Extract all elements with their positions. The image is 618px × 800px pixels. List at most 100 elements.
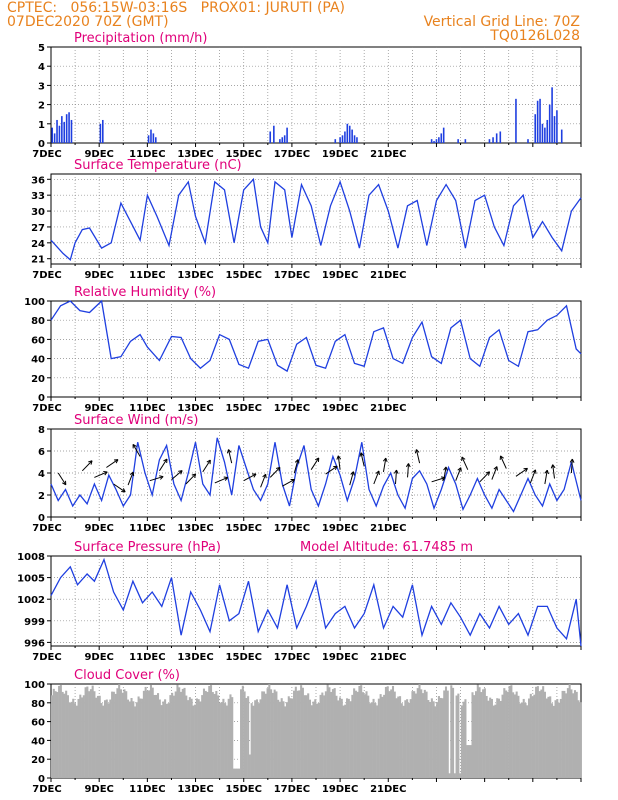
cloud-bar [104, 700, 107, 778]
cloud-bar [522, 698, 525, 778]
cloud-bar [144, 686, 147, 778]
cloud-bar [139, 698, 142, 778]
cloud-bar [369, 703, 372, 778]
precip-bar [551, 87, 553, 143]
cloud-bar [494, 704, 497, 778]
cloud-bar [307, 693, 310, 778]
cloud-bar [266, 688, 269, 778]
cloud-bar [172, 695, 175, 778]
wind-arrow-head [290, 478, 295, 484]
precip-bar [341, 135, 344, 143]
wind-arrow-head [532, 469, 537, 474]
cloud-bar [487, 700, 490, 778]
precip-bar [101, 119, 104, 143]
precip-bar [99, 123, 102, 143]
cloud-bar [547, 696, 550, 778]
cloud-bar [383, 694, 386, 778]
wind-arrow-shaft [293, 459, 299, 474]
precip-bar [527, 139, 529, 143]
wind-arrow-shaft [158, 458, 168, 472]
wind-arrow-head [414, 449, 420, 454]
cloud-bar [54, 691, 57, 778]
wind-arrow-shaft [431, 477, 446, 483]
cloud-bar [128, 701, 131, 778]
wind-arrow-shaft [106, 459, 119, 468]
wind-arrow-head [88, 460, 93, 465]
x-tick-label: 13DEC [177, 523, 213, 534]
cloud-bar [520, 702, 523, 778]
cloud-bar [460, 705, 463, 778]
cloud-bar [98, 695, 101, 778]
cloud-bar [135, 702, 138, 778]
wind-arrow-head [350, 471, 355, 476]
wind-arrow-shaft [479, 471, 490, 483]
cloud-bar [361, 692, 364, 778]
cloud-bar [119, 689, 122, 778]
precip-bar [515, 98, 517, 143]
cloud-bar [321, 692, 324, 778]
precip-bar [65, 114, 68, 143]
cloud-bar [347, 698, 350, 778]
cloud-bar [565, 693, 568, 778]
cloud-bar [381, 696, 384, 778]
cloud-bar [499, 700, 502, 778]
cloud-bar [561, 690, 564, 778]
cloud-bar [471, 692, 474, 778]
cloud-bar [287, 696, 290, 778]
cloud-bar [217, 695, 220, 778]
series-line [50, 557, 582, 647]
cloud-bar [192, 705, 195, 778]
cloud-bar [407, 702, 410, 778]
cloud-bar [176, 684, 179, 778]
precip-bar [495, 133, 498, 143]
cloud-bar [59, 685, 62, 778]
cloud-bar [538, 691, 541, 778]
precip-bar [492, 137, 494, 143]
cloud-bar [77, 698, 80, 778]
cloud-bar [225, 705, 228, 778]
y-tick-label: 0 [38, 139, 45, 150]
cloud-bar [393, 691, 396, 778]
cloud-bar [96, 695, 99, 778]
x-tick-label: 21DEC [370, 784, 406, 795]
cloud-bar [169, 695, 172, 778]
cloud-bar [109, 699, 112, 778]
cloud-bar [222, 698, 225, 778]
cloud-bar [141, 698, 144, 778]
cloud-bar [132, 701, 135, 778]
y-tick-label: 0 [38, 513, 45, 524]
x-tick-label: 19DEC [322, 652, 358, 663]
x-tick-label: 15DEC [226, 149, 262, 160]
y-tick-label: 80 [31, 316, 45, 327]
x-tick-label: 9DEC [84, 270, 113, 281]
x-tick-label: 15DEC [226, 270, 262, 281]
cloud-bar [575, 691, 578, 778]
cloud-bar [430, 698, 433, 778]
y-tick-label: 6 [38, 447, 45, 458]
wind-arrow-head [359, 452, 365, 457]
cloud-bar [270, 689, 273, 778]
wind-arrow-head [226, 449, 232, 454]
cloud-bar [572, 693, 575, 778]
cloud-bar [261, 691, 264, 778]
precip-bar [51, 127, 54, 143]
cloud-bar [277, 699, 280, 778]
cloud-bar [338, 697, 342, 778]
x-tick-label: 7DEC [32, 149, 61, 160]
cloud-bar [282, 701, 285, 778]
cloud-bar [370, 702, 373, 778]
y-tick-label: 21 [31, 255, 45, 266]
x-tick-label: 13DEC [177, 652, 213, 663]
y-tick-label: 60 [31, 718, 45, 729]
cloud-bar [416, 688, 419, 778]
wind-arrow-head [262, 473, 267, 479]
cloud-bar [524, 702, 527, 778]
cloud-bar [542, 686, 545, 778]
y-tick-label: 20 [31, 755, 45, 766]
x-tick-label: 11DEC [129, 523, 165, 534]
panel-title: Surface Pressure (hPa) [74, 540, 221, 555]
header-model-code: TQ0126L028 [490, 28, 580, 44]
x-tick-label: 9DEC [84, 523, 113, 534]
y-tick-label: 0 [38, 393, 45, 404]
